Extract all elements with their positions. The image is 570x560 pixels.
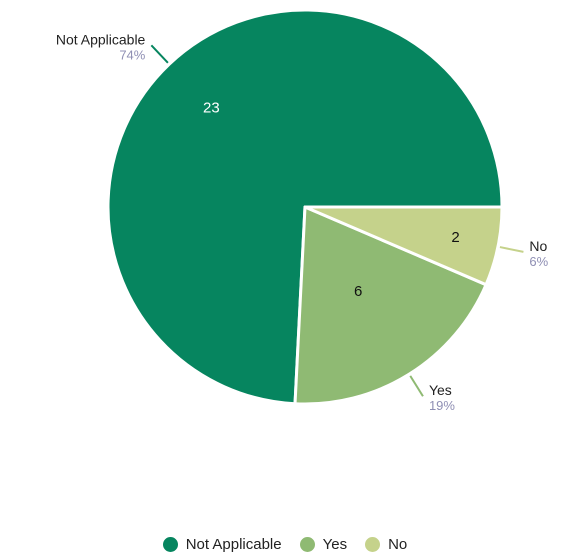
pie-slices	[106, 8, 504, 406]
callout-percent-yes: 19%	[429, 398, 455, 413]
callout-label-not-applicable: Not Applicable	[56, 31, 146, 47]
slice-count-not-applicable: 23	[203, 99, 220, 116]
legend-item-yes[interactable]: Yes	[299, 536, 348, 553]
legend-swatch-no	[365, 537, 381, 552]
callout-label-yes: Yes	[429, 382, 452, 398]
callout-percent-no: 6%	[529, 254, 548, 269]
callout-line-no	[499, 246, 524, 253]
callout-percent-not-applicable: 74%	[119, 47, 145, 62]
legend-swatch-yes	[299, 537, 315, 552]
legend: Not Applicable Yes No	[0, 536, 570, 553]
slice-count-yes: 6	[354, 283, 362, 300]
pie-slice-yes[interactable]	[293, 205, 488, 406]
legend-label-no: No	[388, 536, 408, 553]
callout-line-not-applicable	[150, 44, 169, 64]
pie-slice-no[interactable]	[303, 205, 504, 287]
callout-line-yes	[409, 375, 424, 397]
legend-item-no[interactable]: No	[365, 536, 407, 553]
legend-swatch-not-applicable	[162, 537, 178, 552]
slice-count-no: 2	[451, 229, 459, 246]
callout-label-no: No	[529, 238, 547, 254]
legend-label-yes: Yes	[322, 536, 348, 553]
legend-label-not-applicable: Not Applicable	[185, 536, 282, 553]
legend-item-not-applicable[interactable]: Not Applicable	[162, 536, 282, 553]
